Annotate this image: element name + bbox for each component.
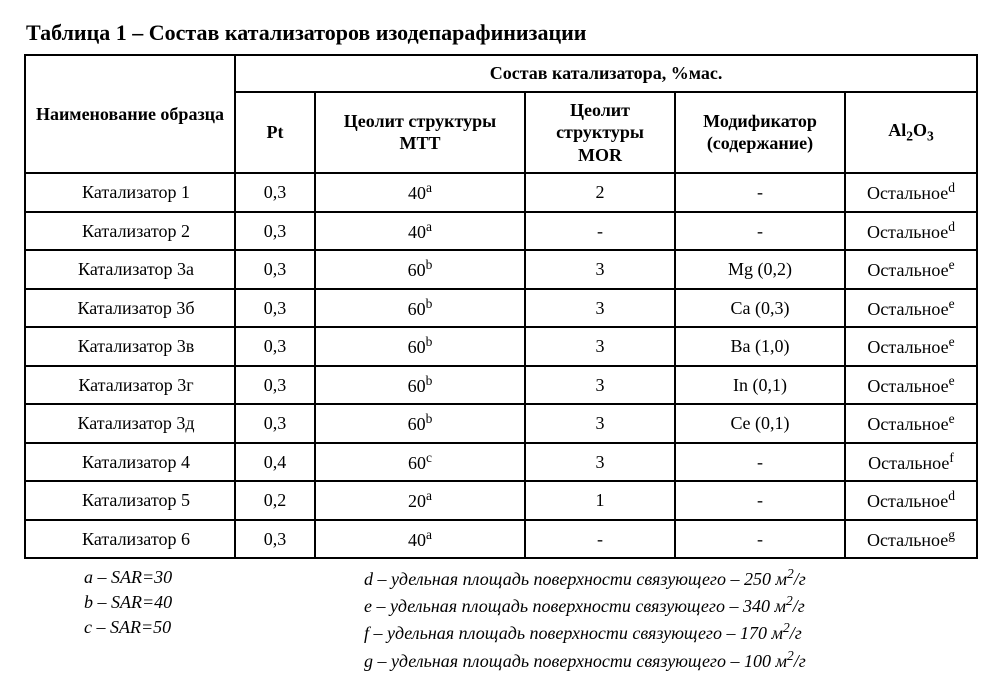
table-row: Катализатор 40,460c3-Остальноеf [25,443,977,482]
footnotes-left: a – SAR=30b – SAR=40c – SAR=50 [84,565,324,674]
cell-pt: 0,3 [235,520,315,559]
cell-mtt: 60b [315,289,525,328]
col-header-mor: Цеолит структуры MOR [525,92,675,174]
cell-mor: 3 [525,404,675,443]
col-header-name: Наименование образца [25,55,235,173]
cell-modifier: - [675,481,845,520]
cell-al2o3: Остальноеd [845,481,977,520]
cell-modifier: In (0,1) [675,366,845,405]
cell-al2o3: Остальноеe [845,327,977,366]
footnote-right-line: e – удельная площадь поверхности связующ… [364,592,976,619]
footnote-left-line: a – SAR=30 [84,565,324,590]
cell-mor: 3 [525,250,675,289]
cell-mtt: 60c [315,443,525,482]
footnote-right-line: g – удельная площадь поверхности связующ… [364,647,976,674]
cell-name: Катализатор 1 [25,173,235,212]
cell-name: Катализатор 2 [25,212,235,251]
cell-mor: 1 [525,481,675,520]
cell-pt: 0,4 [235,443,315,482]
cell-name: Катализатор 3г [25,366,235,405]
cell-mor: 3 [525,366,675,405]
cell-pt: 0,3 [235,289,315,328]
cell-al2o3: Остальноеf [845,443,977,482]
al-sub2: 3 [927,129,934,144]
cell-mtt: 60b [315,250,525,289]
cell-name: Катализатор 3д [25,404,235,443]
cell-pt: 0,3 [235,173,315,212]
cell-mor: 3 [525,327,675,366]
col-header-mtt: Цеолит структуры MTT [315,92,525,174]
cell-name: Катализатор 4 [25,443,235,482]
cell-al2o3: Остальноеg [845,520,977,559]
cell-al2o3: Остальноеe [845,289,977,328]
cell-mor: - [525,520,675,559]
cell-name: Катализатор 3а [25,250,235,289]
cell-mtt: 40a [315,173,525,212]
footnote-right-line: f – удельная площадь поверхности связующ… [364,619,976,646]
cell-modifier: - [675,212,845,251]
cell-modifier: - [675,443,845,482]
cell-mor: 3 [525,289,675,328]
cell-mor: 3 [525,443,675,482]
cell-al2o3: Остальноеd [845,212,977,251]
footnotes-right: d – удельная площадь поверхности связующ… [324,565,976,674]
cell-al2o3: Остальноеe [845,250,977,289]
cell-modifier: Ba (1,0) [675,327,845,366]
cell-name: Катализатор 6 [25,520,235,559]
cell-name: Катализатор 3б [25,289,235,328]
table-row: Катализатор 10,340a2-Остальноеd [25,173,977,212]
table-row: Катализатор 3а0,360b3Mg (0,2)Остальноеe [25,250,977,289]
table-row: Катализатор 3б0,360b3Ca (0,3)Остальноеe [25,289,977,328]
cell-mtt: 20a [315,481,525,520]
cell-pt: 0,3 [235,404,315,443]
cell-modifier: Ce (0,1) [675,404,845,443]
col-header-al2o3: Al2O3 [845,92,977,174]
cell-al2o3: Остальноеd [845,173,977,212]
col-header-mod: Модификатор (содержание) [675,92,845,174]
footnote-left-line: b – SAR=40 [84,590,324,615]
table-row: Катализатор 60,340a--Остальноеg [25,520,977,559]
al-o: O [913,120,927,140]
cell-pt: 0,3 [235,250,315,289]
cell-al2o3: Остальноеe [845,366,977,405]
cell-mor: 2 [525,173,675,212]
cell-modifier: Mg (0,2) [675,250,845,289]
cell-mtt: 40a [315,520,525,559]
table-row: Катализатор 3в0,360b3Ba (1,0)Остальноеe [25,327,977,366]
cell-mtt: 60b [315,327,525,366]
cell-mtt: 60b [315,366,525,405]
catalyst-composition-table: Наименование образца Состав катализатора… [24,54,978,559]
cell-al2o3: Остальноеe [845,404,977,443]
cell-pt: 0,3 [235,212,315,251]
cell-mtt: 60b [315,404,525,443]
cell-pt: 0,3 [235,327,315,366]
col-header-pt: Pt [235,92,315,174]
table-row: Катализатор 3г0,360b3In (0,1)Остальноеe [25,366,977,405]
cell-pt: 0,3 [235,366,315,405]
cell-name: Катализатор 3в [25,327,235,366]
table-title: Таблица 1 – Состав катализаторов изодепа… [26,20,976,46]
table-row: Катализатор 3д0,360b3Ce (0,1)Остальноеe [25,404,977,443]
footnotes: a – SAR=30b – SAR=40c – SAR=50 d – удель… [24,565,976,674]
cell-modifier: - [675,520,845,559]
col-header-group: Состав катализатора, %мас. [235,55,977,92]
table-row: Катализатор 20,340a--Остальноеd [25,212,977,251]
cell-modifier: Ca (0,3) [675,289,845,328]
cell-modifier: - [675,173,845,212]
al-sub1: 2 [906,129,913,144]
cell-mtt: 40a [315,212,525,251]
table-row: Катализатор 50,220a1-Остальноеd [25,481,977,520]
footnote-left-line: c – SAR=50 [84,615,324,640]
al-text: Al [888,120,906,140]
footnote-right-line: d – удельная площадь поверхности связующ… [364,565,976,592]
cell-name: Катализатор 5 [25,481,235,520]
cell-mor: - [525,212,675,251]
cell-pt: 0,2 [235,481,315,520]
